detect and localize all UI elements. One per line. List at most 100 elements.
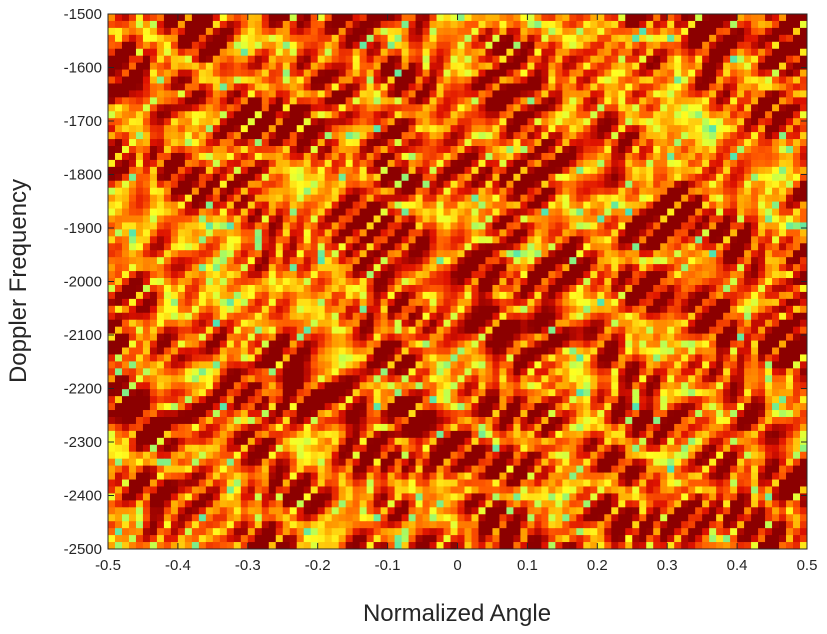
heatmap-cell — [800, 201, 807, 210]
heatmap-cell — [513, 27, 522, 36]
heatmap-cell — [331, 326, 340, 335]
heatmap-cell — [443, 284, 452, 293]
heatmap-cell — [156, 333, 165, 342]
heatmap-cell — [408, 125, 417, 133]
heatmap-cell — [198, 180, 207, 189]
heatmap-cell — [653, 34, 661, 43]
heatmap-cell — [240, 97, 249, 105]
heatmap-cell — [800, 180, 807, 189]
heatmap-cell — [772, 76, 780, 85]
heatmap-cell — [422, 194, 431, 203]
heatmap-cell — [737, 180, 745, 189]
heatmap-cell — [709, 55, 717, 64]
heatmap-cells — [108, 14, 807, 549]
heatmap-cell — [142, 69, 151, 78]
heatmap-cell — [422, 271, 431, 279]
heatmap-cell — [604, 298, 612, 307]
heatmap-cell — [233, 187, 242, 196]
heatmap-cell — [240, 159, 249, 168]
heatmap-cell — [716, 243, 724, 251]
heatmap-cell — [674, 139, 682, 147]
heatmap-cell — [198, 194, 207, 203]
heatmap-cell — [254, 229, 263, 237]
heatmap-cell — [163, 180, 172, 189]
heatmap-cell — [793, 305, 801, 314]
heatmap-cell — [751, 139, 759, 147]
heatmap-cell — [723, 208, 731, 217]
heatmap-cell — [555, 333, 563, 342]
heatmap-cell — [527, 271, 535, 279]
heatmap-cell — [184, 146, 193, 154]
heatmap-cell — [520, 222, 528, 230]
heatmap-cell — [674, 41, 682, 50]
heatmap-cell — [191, 340, 200, 349]
heatmap-cell — [632, 14, 640, 22]
heatmap-cell — [660, 55, 668, 64]
heatmap-cell — [212, 55, 221, 64]
heatmap-cell — [758, 264, 766, 272]
heatmap-cell — [429, 69, 438, 78]
heatmap-cell — [303, 55, 312, 64]
heatmap-cell — [590, 243, 598, 251]
heatmap-cell — [716, 215, 724, 224]
heatmap-cell — [730, 20, 738, 29]
heatmap-cell — [450, 187, 459, 196]
heatmap-cell — [506, 298, 515, 307]
heatmap-cell — [506, 76, 515, 85]
heatmap-cell — [597, 69, 605, 78]
heatmap-cell — [450, 90, 459, 98]
heatmap-cell — [492, 278, 501, 286]
heatmap-cell — [723, 27, 731, 36]
heatmap-cell — [779, 27, 787, 36]
heatmap-cell — [618, 159, 626, 168]
heatmap-cell — [457, 34, 466, 43]
heatmap-cell — [240, 34, 249, 43]
heatmap-cell — [338, 180, 347, 189]
heatmap-cell — [289, 125, 298, 133]
heatmap-cell — [576, 27, 584, 36]
heatmap-cell — [709, 104, 717, 112]
heatmap-cell — [240, 173, 249, 182]
heatmap-cell — [772, 48, 780, 57]
heatmap-cell — [205, 41, 214, 50]
heatmap-cell — [464, 243, 473, 251]
heatmap-cell — [149, 264, 158, 272]
heatmap-cell — [289, 62, 298, 71]
heatmap-cell — [429, 354, 438, 362]
heatmap-cell — [443, 243, 452, 251]
heatmap-cell — [282, 152, 291, 161]
heatmap-cell — [471, 118, 480, 126]
heatmap-cell — [555, 76, 563, 85]
heatmap-cell — [184, 104, 193, 112]
heatmap-cell — [436, 201, 445, 210]
heatmap-cell — [247, 97, 256, 105]
heatmap-cell — [114, 83, 123, 92]
heatmap-cell — [597, 340, 605, 349]
heatmap-cell — [163, 104, 172, 112]
heatmap-cell — [646, 34, 654, 43]
heatmap-cell — [660, 173, 668, 182]
heatmap-cell — [625, 264, 633, 272]
heatmap-cell — [709, 146, 717, 154]
heatmap-cell — [478, 146, 487, 154]
heatmap-cell — [758, 76, 766, 85]
heatmap-cell — [149, 55, 158, 64]
heatmap-cell — [205, 83, 214, 92]
heatmap-cell — [534, 146, 542, 154]
heatmap-cell — [730, 173, 738, 182]
heatmap-cell — [639, 69, 647, 78]
heatmap-cell — [709, 319, 717, 328]
heatmap-cell — [604, 243, 612, 251]
heatmap-cell — [303, 139, 312, 147]
heatmap-cell — [408, 159, 417, 168]
heatmap-cell — [233, 152, 242, 161]
heatmap-cell — [205, 69, 214, 78]
heatmap-cell — [212, 166, 221, 175]
heatmap-cell — [485, 76, 494, 85]
heatmap-cell — [471, 194, 480, 203]
heatmap-cell — [478, 284, 487, 293]
heatmap-cell — [639, 55, 647, 64]
heatmap-cell — [457, 55, 466, 64]
heatmap-cell — [583, 125, 591, 133]
heatmap-cell — [121, 319, 130, 328]
